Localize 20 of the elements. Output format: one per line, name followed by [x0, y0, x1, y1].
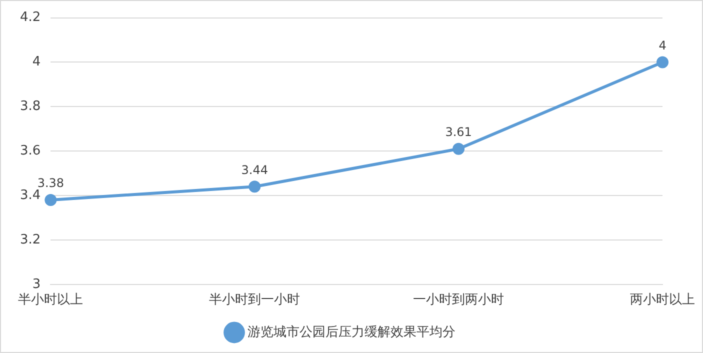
data-label: 3.38: [37, 176, 64, 190]
y-tick-label: 4: [32, 54, 41, 70]
x-tick-label: 半小时以上: [18, 292, 84, 308]
y-tick-label: 4.2: [20, 10, 41, 26]
y-tick-label: 3.6: [20, 143, 41, 158]
x-tick-label: 半小时到一小时: [209, 292, 300, 308]
x-tick-label: 两小时以上: [630, 292, 695, 308]
data-label: 4: [658, 38, 666, 52]
y-tick-label: 3.2: [20, 232, 41, 248]
data-label: 3.44: [241, 162, 268, 177]
point: [452, 142, 465, 155]
x-tick-label: 一小时到两小时: [413, 292, 504, 308]
legend-label: 游览城市公园后压力缓解效果平均分: [247, 324, 456, 340]
y-tick-label: 3: [32, 276, 41, 292]
y-tick-label: 3.8: [20, 99, 41, 114]
y-tick-label: 3.4: [20, 188, 41, 203]
data-label: 3.61: [445, 125, 472, 140]
point: [656, 56, 668, 68]
point: [44, 194, 57, 206]
point: [248, 180, 261, 193]
